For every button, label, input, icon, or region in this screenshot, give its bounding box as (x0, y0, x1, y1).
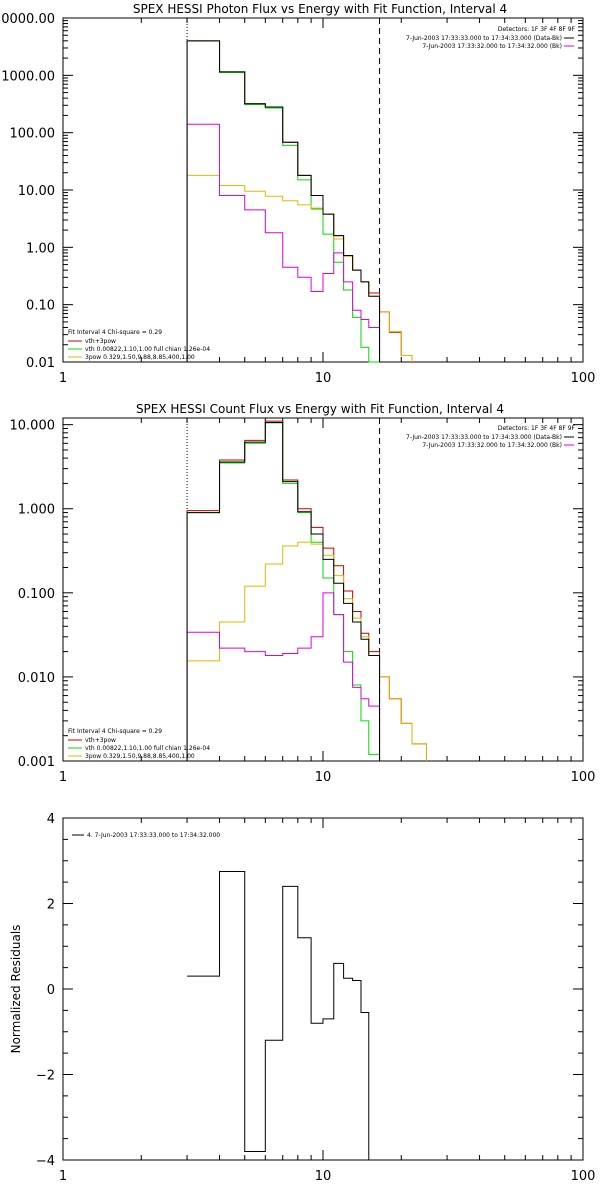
photon-y-tick-label: 10.00 (18, 184, 55, 199)
count-plot-frame (62, 417, 584, 762)
count-background-series (186, 592, 381, 761)
photon-y-tick-label: 1000.00 (1, 69, 55, 84)
residuals-x-tick-label: 1 (59, 1169, 67, 1184)
count-series (186, 418, 427, 761)
residuals-y-tick-label: −4 (36, 1154, 55, 1169)
photon-y-tick-label: 100.00 (10, 127, 56, 142)
photon-x-tick-label: 10 (315, 371, 332, 386)
residuals-y-tick-label: −2 (36, 1069, 55, 1084)
count-data-interval-label: 7-Jun-2003 17:33:33.000 to 17:34:33.000 … (406, 434, 562, 441)
count-bk-interval-label: 7-Jun-2003 17:33:32.000 to 17:34:32.000 … (422, 442, 562, 449)
photon-total-series (186, 40, 413, 362)
residuals-panel: 1 10 100 −4 −2 0 2 4 Normalized Residuals 4. 7-… (9, 812, 595, 1184)
photon-powerlaw-series (186, 174, 413, 362)
residuals-y-tick-label: 0 (47, 983, 55, 998)
photon-thermal-label: vth 0.00822,1.10,1.00 full chian 1.26e-0… (85, 346, 210, 353)
count-thermal-series (186, 422, 381, 761)
photon-flux-title: SPEX HESSI Photon Flux vs Energy with Fi… (133, 2, 507, 16)
photon-data-interval-label: 7-Jun-2003 17:33:33.000 to 17:34:33.000 … (406, 35, 562, 42)
count-data-series (186, 422, 381, 761)
photon-fit-label: Fit Interval 4 Chi-square = 0.29 (68, 329, 162, 336)
photon-data-series (186, 40, 381, 362)
photon-axis-ticks: 1 10 100 0.01 0.10 1.00 10.00 100.00 1000.00 1000… (0, 12, 595, 386)
residuals-x-tick-label: 10 (315, 1169, 332, 1184)
photon-detectors-label: Detectors: 1F 3F 4F 8F 9F (498, 26, 576, 33)
residuals-x-tick-label: 100 (571, 1169, 596, 1184)
count-thermal-label: vth 0.00822,1.10,1.00 full chian 1.26e-0… (85, 745, 210, 752)
photon-thermal-series (186, 40, 380, 363)
count-powerlaw-series (186, 541, 427, 761)
photon-legend-fit: Fit Interval 4 Chi-square = 0.29 vth+3po… (68, 329, 210, 361)
count-total-series (186, 420, 427, 761)
residuals-plot-frame (62, 817, 584, 1161)
count-x-tick-label: 100 (571, 770, 596, 785)
photon-y-tick-label: 0.10 (26, 299, 55, 314)
count-powerlaw-label: 3pow 0.329,1.50,9.88,8.85,400,1.00 (85, 753, 195, 760)
photon-flux-panel: SPEX HESSI Photon Flux vs Energy with Fi… (0, 2, 595, 386)
residuals-residual-series (187, 870, 370, 1160)
photon-x-tick-label: 1 (59, 371, 67, 386)
residuals-legend-label: 4. 7-Jun-2003 17:33:33.000 to 17:34:32.0… (87, 832, 220, 839)
photon-total-label: vth+3pow (85, 338, 116, 345)
count-y-tick-label: 0.100 (18, 587, 55, 602)
count-axis-ticks: 1 10 100 0.001 0.010 0.100 1.000 10.000 (10, 418, 596, 785)
photon-bk-interval-label: 7-Jun-2003 17:33:32.000 to 17:34:32.000 … (422, 43, 562, 50)
count-legend-header: Detectors: 1F 3F 4F 8F 9F 7-Jun-2003 17:… (406, 425, 576, 449)
count-total-label: vth+3pow (85, 737, 116, 744)
count-y-tick-label: 0.010 (18, 671, 55, 686)
residuals-ylabel: Normalized Residuals (9, 925, 23, 1054)
photon-y-tick-label: 0.01 (26, 356, 55, 371)
photon-plot-frame (62, 17, 584, 363)
photon-series (186, 18, 413, 363)
count-detectors-label: Detectors: 1F 3F 4F 8F 9F (498, 425, 576, 432)
photon-y-tick-label: 1.00 (26, 241, 55, 256)
count-y-tick-label: 0.001 (18, 755, 55, 770)
count-x-tick-label: 1 (59, 770, 67, 785)
count-y-tick-label: 1.000 (18, 503, 55, 518)
photon-background-series (186, 123, 381, 362)
count-fit-label: Fit Interval 4 Chi-square = 0.29 (68, 728, 162, 735)
photon-x-tick-label: 100 (571, 371, 596, 386)
count-y-tick-label: 10.000 (10, 419, 56, 434)
photon-y-tick-label: 10000.00 (0, 12, 55, 27)
residuals-y-tick-label: 4 (47, 812, 55, 827)
count-flux-panel: SPEX HESSI Count Flux vs Energy with Fit… (10, 402, 596, 785)
photon-legend-header: Detectors: 1F 3F 4F 8F 9F 7-Jun-2003 17:… (406, 26, 576, 50)
count-legend-fit: Fit Interval 4 Chi-square = 0.29 vth+3po… (68, 728, 210, 760)
residuals-series (187, 870, 370, 1160)
residuals-axis-ticks: 1 10 100 −4 −2 0 2 4 (36, 812, 596, 1184)
count-flux-title: SPEX HESSI Count Flux vs Energy with Fit… (136, 402, 504, 416)
residuals-y-tick-label: 2 (47, 898, 55, 913)
photon-powerlaw-label: 3pow 0.329,1.50,9.88,8.85,400,1.00 (85, 354, 195, 361)
count-x-tick-label: 10 (315, 770, 332, 785)
